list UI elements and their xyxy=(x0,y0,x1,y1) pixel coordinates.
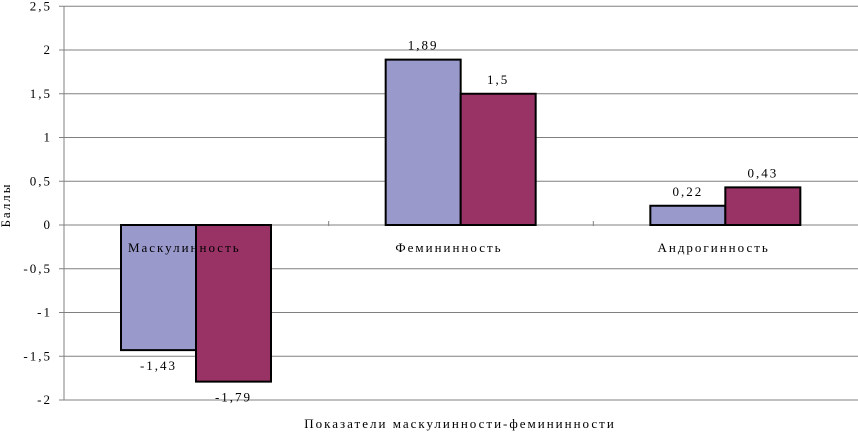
y-tick-label: 0,5 xyxy=(30,173,52,188)
bar xyxy=(384,58,462,226)
data-label: 1,5 xyxy=(487,72,509,87)
data-label: -1,79 xyxy=(215,390,252,405)
y-tick-label: 1,5 xyxy=(30,86,52,101)
data-label: 0,43 xyxy=(747,165,778,180)
bar xyxy=(195,224,272,383)
category-label: Андрогинность xyxy=(657,240,769,255)
y-tick-label: -0,5 xyxy=(23,261,52,276)
y-tick-label: 1 xyxy=(44,130,53,145)
y-tick-label: 2,5 xyxy=(30,0,52,13)
category-label: Фемининность xyxy=(395,240,502,255)
data-label: 0,22 xyxy=(672,184,703,199)
y-axis-label: Баллы xyxy=(0,182,13,227)
data-label: -1,43 xyxy=(140,358,177,373)
x-axis-label: Показатели маскулинности-фемининности xyxy=(304,416,616,431)
data-label: 1,89 xyxy=(408,38,439,53)
y-tick-label: 0 xyxy=(44,217,53,232)
category-label: Маскулинность xyxy=(128,240,241,255)
y-tick-label: -1 xyxy=(37,305,52,320)
bar xyxy=(724,186,802,226)
bar xyxy=(459,92,537,226)
bar xyxy=(120,224,197,352)
bar xyxy=(649,204,727,226)
y-tick-label: 2 xyxy=(44,42,53,57)
y-tick-label: -1,5 xyxy=(23,348,52,363)
y-tick-label: -2 xyxy=(37,392,52,407)
